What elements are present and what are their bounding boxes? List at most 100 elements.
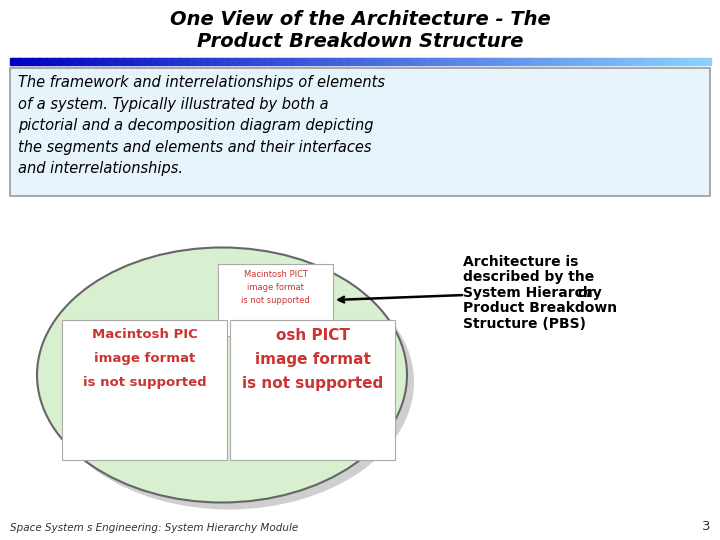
Bar — [514, 58, 517, 65]
Bar — [507, 58, 510, 65]
Bar — [621, 58, 624, 65]
Bar — [684, 58, 687, 65]
Bar — [332, 58, 335, 65]
Bar — [148, 58, 150, 65]
Bar — [458, 58, 461, 65]
Bar — [108, 58, 111, 65]
Bar — [106, 58, 109, 65]
Bar — [42, 58, 45, 65]
Bar — [490, 58, 493, 65]
Bar — [449, 58, 451, 65]
Bar — [603, 58, 606, 65]
Bar — [22, 58, 24, 65]
Bar — [460, 58, 463, 65]
Bar — [150, 58, 153, 65]
Bar — [38, 58, 41, 65]
Bar — [104, 58, 106, 65]
Bar — [586, 58, 589, 65]
Bar — [558, 58, 561, 65]
Bar — [509, 58, 512, 65]
Bar — [122, 58, 125, 65]
Bar — [600, 58, 603, 65]
Bar — [546, 58, 549, 65]
Bar — [185, 58, 188, 65]
Bar — [640, 58, 643, 65]
Bar — [138, 58, 141, 65]
Bar — [591, 58, 594, 65]
Bar — [505, 58, 508, 65]
Bar — [467, 58, 470, 65]
Bar — [638, 58, 641, 65]
Bar — [407, 58, 410, 65]
Text: is not supported: is not supported — [242, 376, 383, 391]
Bar — [168, 58, 171, 65]
Bar — [189, 58, 192, 65]
Bar — [302, 58, 305, 65]
Bar — [50, 58, 53, 65]
Bar — [101, 58, 104, 65]
Bar — [325, 58, 328, 65]
Bar — [493, 58, 496, 65]
Bar — [279, 58, 282, 65]
Bar — [654, 58, 657, 65]
Text: image format: image format — [255, 352, 370, 367]
Bar — [400, 58, 402, 65]
Bar — [328, 58, 330, 65]
Bar — [232, 58, 235, 65]
Bar — [612, 58, 615, 65]
Bar — [206, 58, 209, 65]
Bar — [567, 58, 570, 65]
Bar — [36, 58, 38, 65]
Bar — [633, 58, 636, 65]
Bar — [218, 264, 333, 336]
Bar — [339, 58, 342, 65]
Bar — [162, 58, 164, 65]
Bar — [549, 58, 552, 65]
Ellipse shape — [37, 247, 407, 503]
Bar — [619, 58, 622, 65]
Bar — [528, 58, 531, 65]
Text: is not supported: is not supported — [83, 376, 207, 389]
Bar — [115, 58, 118, 65]
Bar — [199, 58, 202, 65]
Bar — [356, 58, 358, 65]
Bar — [157, 58, 160, 65]
Bar — [414, 58, 416, 65]
Bar — [230, 58, 232, 65]
Bar — [248, 58, 251, 65]
Bar — [234, 58, 237, 65]
Bar — [166, 58, 169, 65]
Bar — [140, 58, 143, 65]
Bar — [197, 58, 199, 65]
Bar — [348, 58, 351, 65]
Bar — [411, 58, 414, 65]
Bar — [556, 58, 559, 65]
Bar — [589, 58, 592, 65]
Bar — [390, 58, 393, 65]
Bar — [397, 58, 400, 65]
Bar — [27, 58, 30, 65]
Bar — [48, 58, 50, 65]
Bar — [33, 58, 36, 65]
Bar — [290, 58, 293, 65]
Bar — [61, 58, 64, 65]
Bar — [176, 58, 179, 65]
Bar — [614, 58, 617, 65]
Bar — [285, 58, 288, 65]
Bar — [374, 58, 377, 65]
Bar — [255, 58, 258, 65]
Bar — [12, 58, 15, 65]
Bar — [294, 58, 297, 65]
Bar — [706, 58, 708, 65]
Bar — [675, 58, 678, 65]
Bar — [642, 58, 645, 65]
Bar — [222, 58, 225, 65]
Bar — [217, 58, 220, 65]
Bar — [230, 320, 395, 460]
Bar — [337, 58, 340, 65]
Bar — [204, 58, 207, 65]
Bar — [682, 58, 685, 65]
Bar — [89, 58, 92, 65]
Bar — [315, 58, 318, 65]
Bar — [678, 58, 680, 65]
